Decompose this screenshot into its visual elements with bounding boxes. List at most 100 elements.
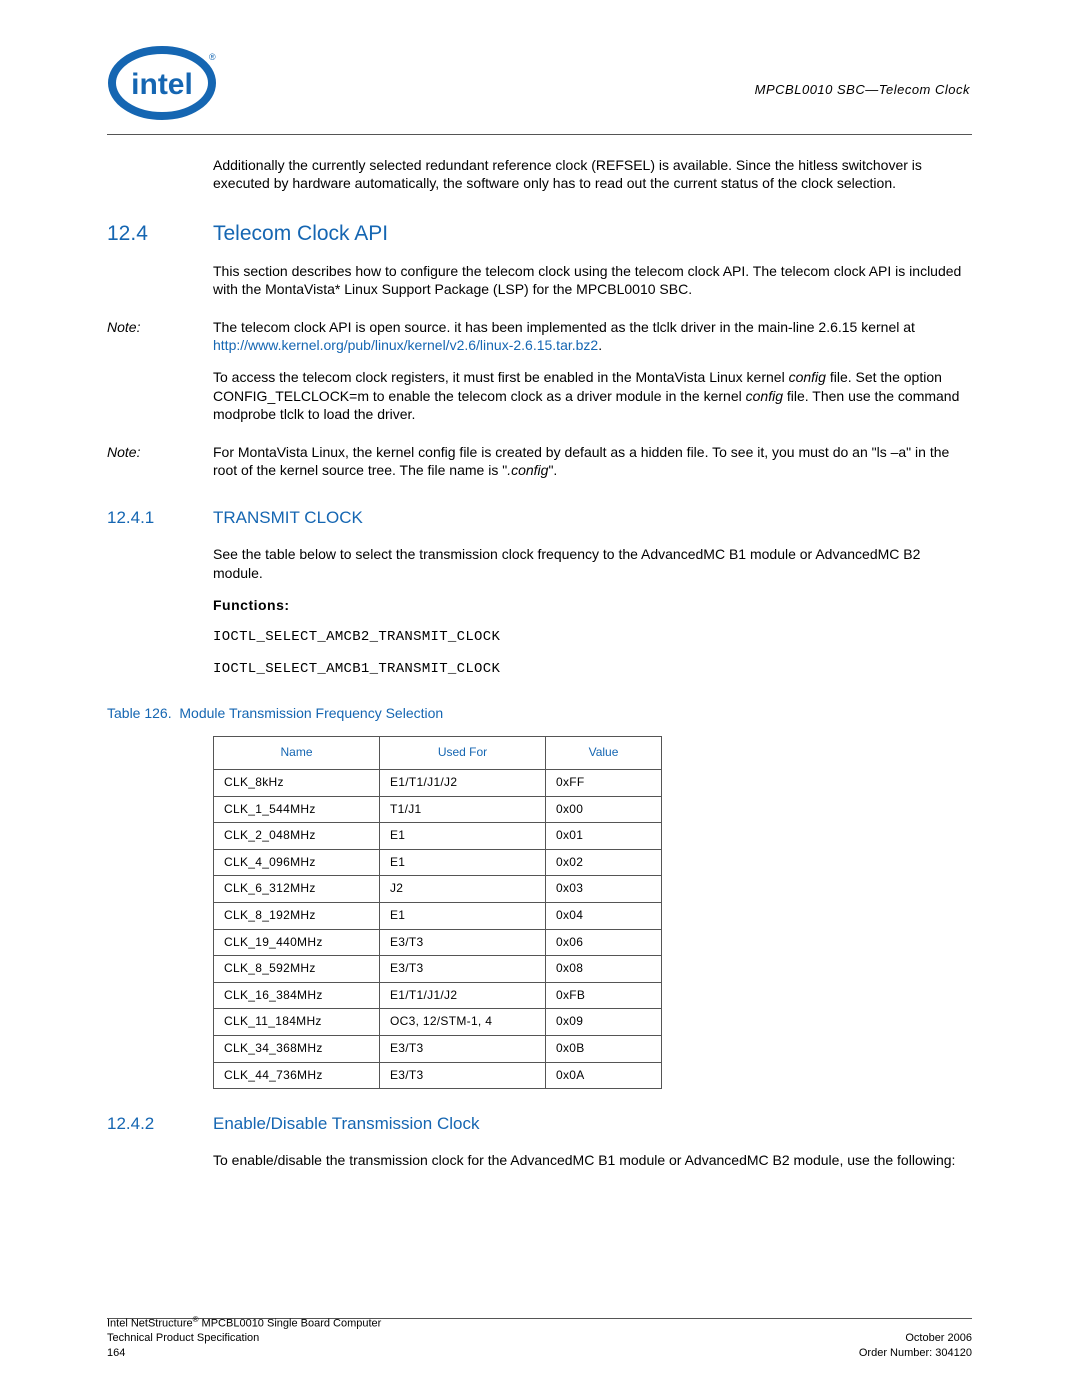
- intro-para: Additionally the currently selected redu…: [213, 156, 972, 192]
- subsection-title-2: Enable/Disable Transmission Clock: [213, 1113, 972, 1135]
- body: Additionally the currently selected redu…: [107, 156, 972, 1169]
- subsection-num: 12.4.1: [107, 507, 154, 529]
- note-2-body: For MontaVista Linux, the kernel config …: [213, 443, 972, 479]
- cell-value: 0xFF: [546, 770, 662, 797]
- footer-r1: October 2006: [905, 1332, 972, 1344]
- table-row: CLK_8_192MHzE10x04: [214, 903, 662, 930]
- cell-used: OC3, 12/STM-1, 4: [380, 1009, 546, 1036]
- s124-para2: To access the telecom clock registers, i…: [213, 368, 972, 423]
- cell-used: E1/T1/J1/J2: [380, 982, 546, 1009]
- table-row: CLK_8kHzE1/T1/J1/J20xFF: [214, 770, 662, 797]
- cell-used: E1/T1/J1/J2: [380, 770, 546, 797]
- cell-name: CLK_8_592MHz: [214, 956, 380, 983]
- section-title: Telecom Clock API: [213, 220, 972, 247]
- cell-name: CLK_6_312MHz: [214, 876, 380, 903]
- th-value: Value: [546, 737, 662, 770]
- cell-name: CLK_34_368MHz: [214, 1036, 380, 1063]
- note-1-body: The telecom clock API is open source. it…: [213, 318, 972, 354]
- cell-value: 0x08: [546, 956, 662, 983]
- cell-used: E3/T3: [380, 1062, 546, 1089]
- table-row: CLK_34_368MHzE3/T30x0B: [214, 1036, 662, 1063]
- footer-l2: Technical Product Specification: [107, 1332, 259, 1344]
- cell-value: 0x01: [546, 823, 662, 850]
- section-12-4-1: 12.4.1 TRANSMIT CLOCK: [107, 507, 972, 531]
- table-row: CLK_11_184MHzOC3, 12/STM-1, 40x09: [214, 1009, 662, 1036]
- subsection-num-2: 12.4.2: [107, 1113, 154, 1135]
- th-name: Name: [214, 737, 380, 770]
- note1-text-a: The telecom clock API is open source. it…: [213, 319, 915, 335]
- cell-name: CLK_8_192MHz: [214, 903, 380, 930]
- n2-config: .config: [507, 462, 548, 478]
- table-row: CLK_44_736MHzE3/T30x0A: [214, 1062, 662, 1089]
- section-12-4: 12.4 Telecom Clock API: [107, 220, 972, 247]
- cell-used: E1: [380, 849, 546, 876]
- note-2: Note: For MontaVista Linux, the kernel c…: [107, 443, 972, 479]
- functions-label: Functions:: [213, 596, 972, 614]
- note-1: Note: The telecom clock API is open sour…: [107, 318, 972, 354]
- func-1: IOCTL_SELECT_AMCB2_TRANSMIT_CLOCK: [213, 628, 972, 646]
- cell-used: E3/T3: [380, 1036, 546, 1063]
- func-2: IOCTL_SELECT_AMCB1_TRANSMIT_CLOCK: [213, 660, 972, 678]
- note-label: Note:: [107, 318, 140, 336]
- s124-para1: This section describes how to configure …: [213, 262, 972, 298]
- table-row: CLK_16_384MHzE1/T1/J1/J20xFB: [214, 982, 662, 1009]
- section-12-4-2: 12.4.2 Enable/Disable Transmission Clock: [107, 1113, 972, 1137]
- table-label: Table 126.: [107, 705, 172, 721]
- cell-value: 0x06: [546, 929, 662, 956]
- s1241-para: See the table below to select the transm…: [213, 545, 972, 581]
- subsection-title: TRANSMIT CLOCK: [213, 507, 972, 529]
- footer-l3: 164: [107, 1347, 125, 1359]
- svg-text:®: ®: [209, 52, 216, 62]
- intel-logo: intel ®: [108, 46, 216, 125]
- n2a: For MontaVista Linux, the kernel config …: [213, 444, 949, 478]
- cell-used: E3/T3: [380, 929, 546, 956]
- cell-used: E1: [380, 903, 546, 930]
- cell-name: CLK_16_384MHz: [214, 982, 380, 1009]
- header-rule: [107, 134, 972, 135]
- cell-value: 0x04: [546, 903, 662, 930]
- cell-value: 0x09: [546, 1009, 662, 1036]
- table-row: CLK_6_312MHzJ20x03: [214, 876, 662, 903]
- kernel-link[interactable]: http://www.kernel.org/pub/linux/kernel/v…: [213, 337, 598, 353]
- cell-value: 0x0A: [546, 1062, 662, 1089]
- p2-config1: config: [789, 369, 826, 385]
- footer-l1b: MPCBL0010 Single Board Computer: [199, 1317, 382, 1329]
- table-row: CLK_4_096MHzE10x02: [214, 849, 662, 876]
- cell-value: 0x0B: [546, 1036, 662, 1063]
- cell-name: CLK_8kHz: [214, 770, 380, 797]
- table-row: CLK_1_544MHzT1/J10x00: [214, 796, 662, 823]
- table-row: CLK_2_048MHzE10x01: [214, 823, 662, 850]
- cell-used: E3/T3: [380, 956, 546, 983]
- th-used: Used For: [380, 737, 546, 770]
- cell-value: 0x03: [546, 876, 662, 903]
- page: intel ® MPCBL0010 SBC—Telecom Clock Addi…: [0, 0, 1080, 1397]
- cell-value: 0x00: [546, 796, 662, 823]
- footer-r2: Order Number: 304120: [859, 1347, 972, 1359]
- table-header-row: Name Used For Value: [214, 737, 662, 770]
- note-label-2: Note:: [107, 443, 140, 461]
- section-num: 12.4: [107, 220, 148, 247]
- cell-used: J2: [380, 876, 546, 903]
- footer-right: October 2006 Order Number: 304120: [859, 1331, 972, 1361]
- cell-name: CLK_1_544MHz: [214, 796, 380, 823]
- cell-name: CLK_2_048MHz: [214, 823, 380, 850]
- p2a: To access the telecom clock registers, i…: [213, 369, 789, 385]
- cell-used: E1: [380, 823, 546, 850]
- header-right: MPCBL0010 SBC—Telecom Clock: [755, 82, 970, 97]
- table-row: CLK_19_440MHzE3/T30x06: [214, 929, 662, 956]
- table-title: Module Transmission Frequency Selection: [179, 705, 443, 721]
- table-126: Name Used For Value CLK_8kHzE1/T1/J1/J20…: [213, 736, 662, 1089]
- cell-name: CLK_44_736MHz: [214, 1062, 380, 1089]
- footer-l1a: Intel NetStructure: [107, 1317, 193, 1329]
- note1-after: .: [598, 337, 602, 353]
- p2-config2: config: [746, 388, 783, 404]
- cell-value: 0xFB: [546, 982, 662, 1009]
- table-126-caption: Table 126. Module Transmission Frequency…: [107, 704, 972, 722]
- cell-name: CLK_19_440MHz: [214, 929, 380, 956]
- cell-used: T1/J1: [380, 796, 546, 823]
- cell-name: CLK_11_184MHz: [214, 1009, 380, 1036]
- s1242-para: To enable/disable the transmission clock…: [213, 1151, 972, 1169]
- n2b: ".: [548, 462, 557, 478]
- cell-value: 0x02: [546, 849, 662, 876]
- footer-left: Intel NetStructure® MPCBL0010 Single Boa…: [107, 1315, 381, 1361]
